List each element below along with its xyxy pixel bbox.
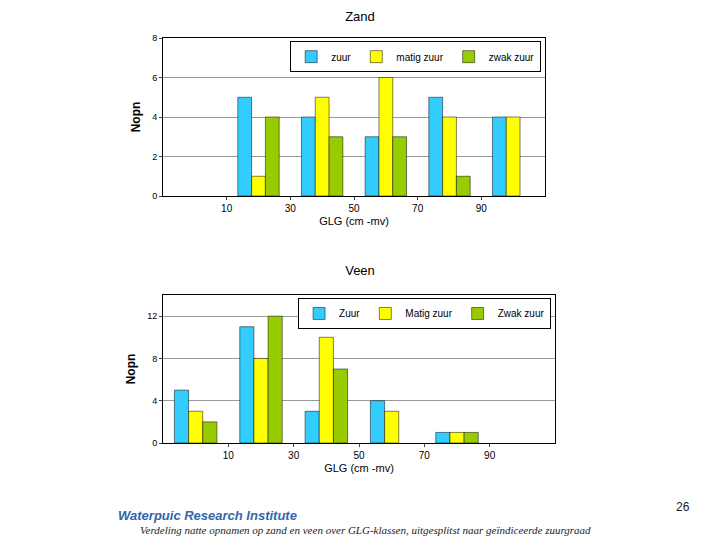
svg-text:8: 8: [152, 354, 157, 364]
svg-text:Zuur: Zuur: [339, 308, 360, 319]
svg-text:30: 30: [288, 450, 300, 461]
svg-text:0: 0: [152, 191, 157, 201]
svg-text:Veen: Veen: [345, 263, 375, 278]
svg-text:4: 4: [152, 396, 157, 406]
svg-text:50: 50: [353, 450, 365, 461]
svg-text:0: 0: [152, 438, 157, 448]
svg-text:90: 90: [476, 203, 488, 214]
svg-text:GLG (cm -mv): GLG (cm -mv): [324, 462, 394, 474]
svg-text:GLG (cm -mv): GLG (cm -mv): [319, 215, 389, 227]
svg-text:Nopn: Nopn: [124, 354, 138, 385]
html-text:Verdeling natte opnamen op zan: Verdeling natte opnamen op zand en veen …: [140, 524, 591, 536]
html-text:26: 26: [676, 500, 690, 514]
svg-text:10: 10: [223, 450, 235, 461]
svg-text:90: 90: [484, 450, 496, 461]
svg-text:matig zuur: matig zuur: [396, 52, 443, 63]
svg-text:zuur: zuur: [331, 52, 351, 63]
svg-text:8: 8: [152, 33, 157, 43]
svg-text:6: 6: [152, 73, 157, 83]
svg-text:Zand: Zand: [345, 9, 375, 24]
svg-text:70: 70: [419, 450, 431, 461]
svg-text:zwak zuur: zwak zuur: [489, 52, 535, 63]
svg-text:2: 2: [152, 152, 157, 162]
svg-text:4: 4: [152, 112, 157, 122]
svg-text:Matig zuur: Matig zuur: [405, 308, 452, 319]
svg-text:Zwak zuur: Zwak zuur: [498, 308, 545, 319]
svg-text:70: 70: [412, 203, 424, 214]
svg-text:Nopn: Nopn: [129, 102, 143, 133]
svg-text:12: 12: [147, 311, 157, 321]
svg-text:50: 50: [348, 203, 360, 214]
svg-text:30: 30: [285, 203, 297, 214]
html-text:Waterpuic Research Institute: Waterpuic Research Institute: [118, 508, 297, 523]
svg-text:10: 10: [221, 203, 233, 214]
